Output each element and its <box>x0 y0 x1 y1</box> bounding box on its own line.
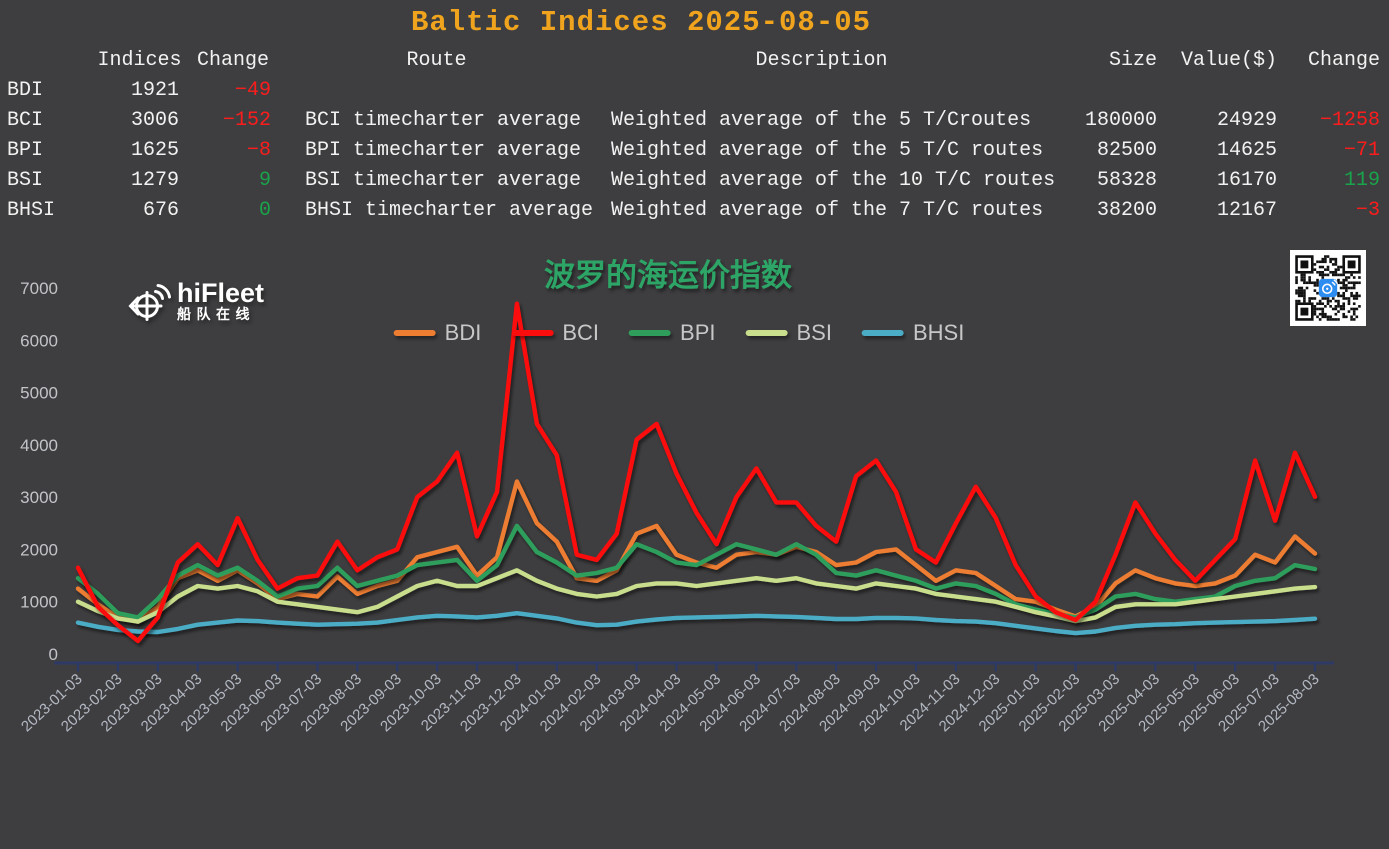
y-axis-label: 7000 <box>20 279 58 298</box>
col-header-change: Change <box>196 49 269 72</box>
cell-description <box>594 76 1049 106</box>
legend-item-BSI[interactable]: BSI <box>745 320 832 346</box>
cell-change: −49 <box>234 79 271 102</box>
cell-index-name: BDI <box>7 79 44 102</box>
y-axis-label: 5000 <box>20 384 58 403</box>
cell-size: 58328 <box>1096 169 1157 192</box>
cell-value-change: −1258 <box>1319 109 1380 132</box>
cell-index-name: BPI <box>7 139 44 162</box>
y-axis-label: 0 <box>49 645 58 664</box>
cell-description: Weighted average of the 5 T/Croutes <box>611 109 1032 132</box>
indices-table-body: BDI 1921 −49 BCI 3006 −152 BCI timecharter ave… <box>2 76 1387 226</box>
y-axis-label: 1000 <box>20 593 58 612</box>
cell-description: Weighted average of the 5 T/C routes <box>611 139 1044 162</box>
legend-label-BPI: BPI <box>680 320 716 345</box>
y-axis-label: 4000 <box>20 436 58 455</box>
chart-legend: BDI BCI BPI BSI BHSI <box>393 319 965 347</box>
cell-size: 82500 <box>1096 139 1157 162</box>
cell-value-usd: 12167 <box>1216 199 1277 222</box>
table-row-BSI: BSI 1279 9 BSI timecharter average Weighted … <box>2 166 1387 196</box>
logo-subtext: 船队在线 <box>177 306 255 322</box>
cell-index-value: 676 <box>142 199 179 222</box>
cell-value-usd: 14625 <box>1216 139 1277 162</box>
series-line-BPI <box>75 523 1318 620</box>
series-line-BCI <box>75 301 1318 644</box>
table-header-row: Indices Change Route Description Size Va… <box>2 46 1387 76</box>
col-header-size: Size <box>1108 49 1157 72</box>
cell-description: Weighted average of the 7 T/C routes <box>611 199 1044 222</box>
cell-size: 38200 <box>1096 199 1157 222</box>
legend-item-BHSI[interactable]: BHSI <box>861 320 965 346</box>
cell-size: 180000 <box>1084 109 1157 132</box>
series-line-BDI <box>75 479 1318 624</box>
hifleet-logo: hiFleet 船队在线 <box>126 278 265 323</box>
legend-item-BPI[interactable]: BPI <box>629 320 716 346</box>
cell-route: BSI timecharter average <box>305 169 582 192</box>
y-axis-label: 3000 <box>20 488 58 507</box>
cell-change: −152 <box>222 109 271 132</box>
cell-value-usd: 16170 <box>1216 169 1277 192</box>
legend-swatch-BHSI <box>861 330 904 336</box>
hifleet-logo-icon <box>128 284 171 321</box>
cell-value-change: −3 <box>1355 199 1380 222</box>
cell-route <box>279 76 594 106</box>
cell-route: BHSI timecharter average <box>305 199 594 222</box>
cell-index-value: 1279 <box>130 169 179 192</box>
cell-index-name: BHSI <box>7 199 56 222</box>
chart-canvas: 010002000300040005000600070002023-01-032… <box>18 279 1334 735</box>
legend-swatch-BCI <box>511 330 554 336</box>
legend-swatch-BPI <box>629 330 672 336</box>
col-header-change2: Change <box>1307 49 1380 72</box>
cell-change: 0 <box>258 199 271 222</box>
legend-label-BSI: BSI <box>796 320 832 345</box>
table-row-BCI: BCI 3006 −152 BCI timecharter average Weight… <box>2 106 1387 136</box>
cell-index-value: 3006 <box>130 109 179 132</box>
y-axis-label: 6000 <box>20 331 58 350</box>
cell-value-change: 119 <box>1343 169 1380 192</box>
qr-code <box>1290 250 1366 326</box>
indices-table: Indices Change Route Description Size Va… <box>2 46 1387 226</box>
cell-value-change <box>1284 76 1387 106</box>
cell-index-value: 1921 <box>130 79 179 102</box>
cell-value-change: −71 <box>1343 139 1380 162</box>
legend-label-BCI: BCI <box>562 320 600 345</box>
cell-route: BCI timecharter average <box>305 109 582 132</box>
table-row-BPI: BPI 1625 −8 BPI timecharter average Weighted… <box>2 136 1387 166</box>
legend-swatch-BSI <box>745 330 788 336</box>
logo-text-block: hiFleet 船队在线 <box>177 278 265 323</box>
col-header-blank <box>2 46 92 76</box>
cell-change: 9 <box>258 169 271 192</box>
col-header-indices: Indices <box>97 49 182 72</box>
cell-index-value: 1625 <box>130 139 179 162</box>
series-line-BSI <box>75 568 1318 624</box>
qr-code-pattern <box>1290 250 1366 326</box>
cell-index-name: BCI <box>7 109 44 132</box>
cell-value-usd <box>1164 76 1284 106</box>
table-row-BHSI: BHSI 676 0 BHSI timecharter average Weighted… <box>2 196 1387 226</box>
table-row-BDI: BDI 1921 −49 <box>2 76 1387 106</box>
cell-description: Weighted average of the 10 T/C routes <box>611 169 1056 192</box>
legend-item-BDI[interactable]: BDI <box>393 320 482 346</box>
cell-index-name: BSI <box>7 169 44 192</box>
cell-size <box>1049 76 1164 106</box>
legend-label-BHSI: BHSI <box>912 320 965 345</box>
col-header-route: Route <box>406 49 467 72</box>
legend-swatch-BDI <box>393 330 436 336</box>
col-header-value: Value($) <box>1180 49 1277 72</box>
series-line-BHSI <box>75 611 1318 636</box>
cell-value-usd: 24929 <box>1216 109 1277 132</box>
logo-text: hiFleet <box>177 278 265 308</box>
legend-item-BCI[interactable]: BCI <box>511 320 599 346</box>
cell-route: BPI timecharter average <box>305 139 582 162</box>
y-axis-label: 2000 <box>20 540 58 559</box>
legend-label-BDI: BDI <box>444 320 482 345</box>
page-title: Baltic Indices 2025-08-05 <box>410 6 872 39</box>
chart-title: 波罗的海运价指数 <box>544 258 792 293</box>
col-header-description: Description <box>755 49 888 72</box>
cell-change: −8 <box>246 139 271 162</box>
